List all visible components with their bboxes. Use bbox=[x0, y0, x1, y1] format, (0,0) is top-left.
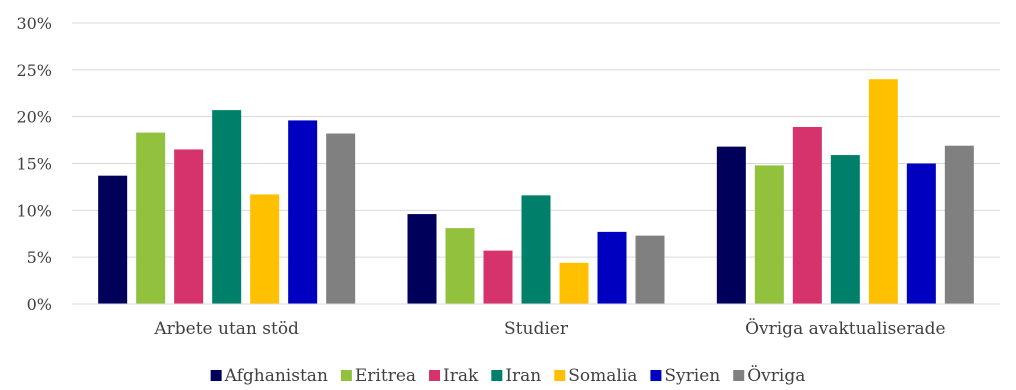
legend-label: Iran bbox=[505, 366, 541, 386]
bar-iran-2 bbox=[521, 195, 551, 304]
y-tick-label: 30% bbox=[16, 14, 52, 33]
legend-label: Irak bbox=[443, 366, 479, 386]
bar-somalia-2 bbox=[559, 262, 589, 304]
bar-iran-3 bbox=[830, 155, 860, 304]
bar-syrien-3 bbox=[906, 163, 936, 304]
legend-swatch bbox=[554, 370, 566, 381]
bar-iran-1 bbox=[212, 110, 242, 304]
legend-swatch bbox=[733, 370, 745, 381]
legend-swatch bbox=[210, 370, 222, 381]
legend-swatch bbox=[491, 370, 503, 381]
bar-afghanistan-1 bbox=[98, 175, 128, 304]
legend-item-somalia: Somalia bbox=[554, 366, 637, 386]
legend-item-syrien: Syrien bbox=[650, 366, 720, 386]
y-tick-label: 5% bbox=[27, 248, 52, 267]
legend-label: Somalia bbox=[568, 366, 637, 386]
legend-item-irak: Irak bbox=[429, 366, 479, 386]
bar-övriga-1 bbox=[326, 133, 356, 304]
bar-syrien-2 bbox=[597, 231, 627, 304]
bars bbox=[98, 79, 974, 304]
legend-swatch bbox=[650, 370, 662, 381]
legend-label: Afghanistan bbox=[224, 366, 328, 386]
bar-eritrea-3 bbox=[754, 165, 784, 304]
bar-somalia-3 bbox=[868, 79, 898, 304]
bar-övriga-2 bbox=[635, 235, 665, 304]
y-axis-ticks: 0% 5% 10% 15% 20% 25% 30% bbox=[16, 14, 52, 314]
bar-eritrea-2 bbox=[445, 228, 475, 304]
category-label: Övriga avaktualiserade bbox=[745, 318, 945, 339]
bar-irak-2 bbox=[483, 250, 513, 304]
bar-irak-1 bbox=[174, 149, 204, 304]
legend-item-afghanistan: Afghanistan bbox=[210, 366, 328, 386]
legend: Afghanistan Eritrea Irak Iran Somalia Syrien Ö… bbox=[210, 365, 805, 386]
category-label: Studier bbox=[504, 319, 569, 339]
legend-label: Eritrea bbox=[355, 366, 416, 386]
y-tick-label: 15% bbox=[16, 155, 52, 174]
bar-somalia-1 bbox=[250, 194, 280, 304]
bar-eritrea-1 bbox=[136, 132, 166, 304]
legend-item-övriga: Övriga bbox=[733, 365, 805, 386]
legend-label: Övriga bbox=[747, 365, 805, 386]
bar-övriga-3 bbox=[944, 145, 974, 304]
y-tick-label: 0% bbox=[27, 295, 52, 314]
y-tick-label: 25% bbox=[16, 61, 52, 80]
y-tick-label: 20% bbox=[16, 108, 52, 127]
legend-swatch bbox=[340, 370, 352, 381]
bar-afghanistan-3 bbox=[716, 146, 746, 304]
legend-item-eritrea: Eritrea bbox=[340, 366, 416, 386]
legend-label: Syrien bbox=[664, 366, 720, 386]
category-label: Arbete utan stöd bbox=[153, 319, 299, 339]
bar-irak-3 bbox=[792, 126, 822, 304]
legend-swatch bbox=[429, 370, 441, 381]
bar-syrien-1 bbox=[288, 120, 318, 304]
legend-item-iran: Iran bbox=[491, 366, 541, 386]
y-tick-label: 10% bbox=[16, 201, 52, 220]
bar-afghanistan-2 bbox=[407, 214, 437, 304]
category-labels: Arbete utan stöd Studier Övriga avaktualis… bbox=[153, 318, 945, 339]
